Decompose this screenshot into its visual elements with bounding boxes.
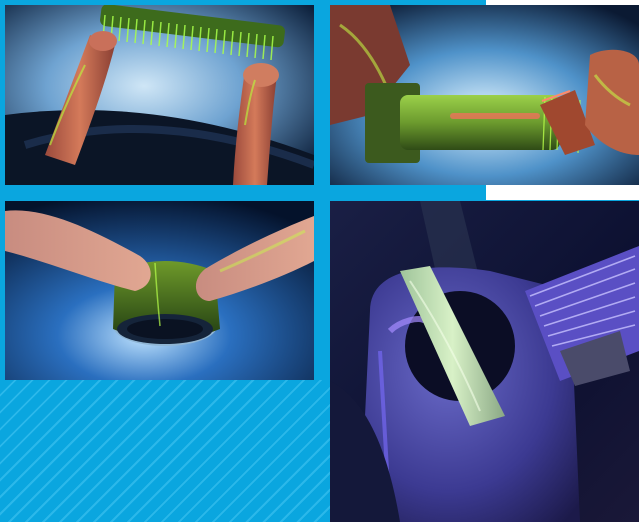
photo-ring-held [5, 201, 314, 380]
striped-background [0, 380, 330, 522]
photo-bolt-held [5, 5, 314, 185]
photo-bolt-and-nut [330, 5, 639, 185]
photo-plate-blacklight [330, 201, 639, 522]
